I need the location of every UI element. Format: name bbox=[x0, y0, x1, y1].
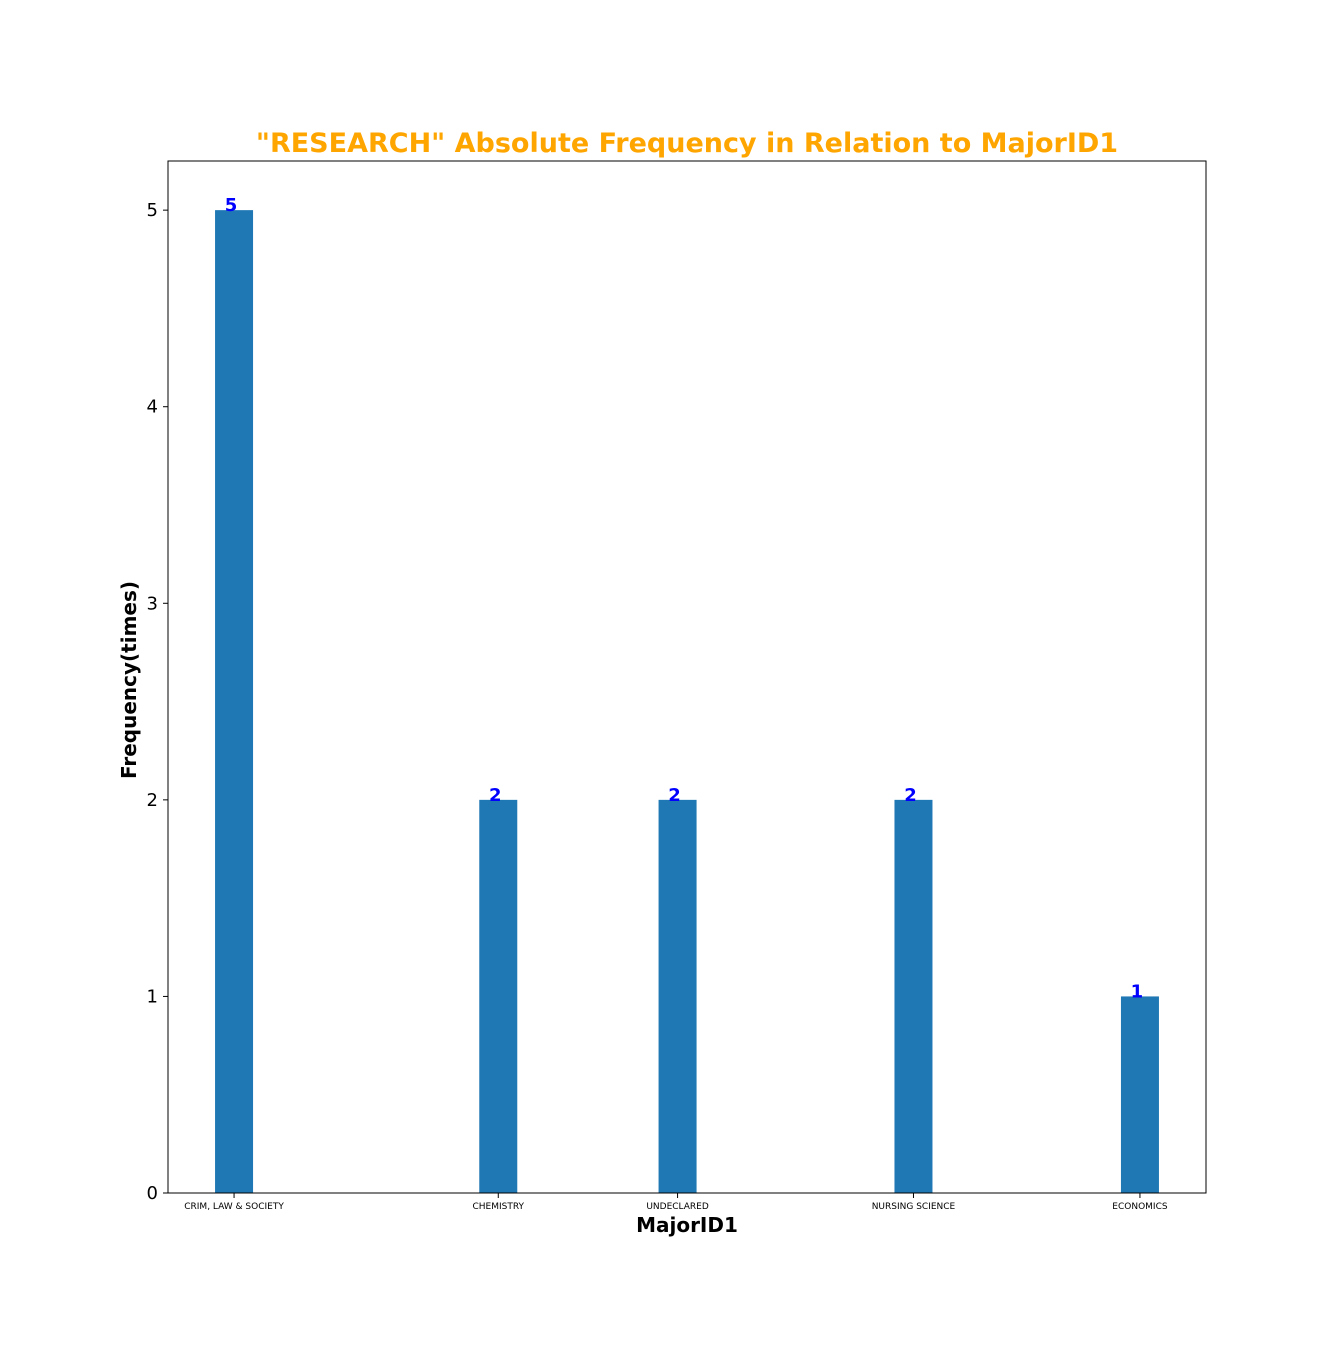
data-label: 5 bbox=[225, 195, 238, 216]
plot-area-frame bbox=[167, 160, 1207, 1194]
x-tick-label: ECONOMICS bbox=[1112, 1202, 1168, 1212]
x-tick-label: UNDECLARED bbox=[646, 1202, 709, 1212]
x-tick-label: NURSING SCIENCE bbox=[872, 1202, 956, 1212]
x-axis-label: MajorID1 bbox=[636, 1213, 738, 1237]
y-axis: 0 1 2 3 4 5 bbox=[147, 200, 168, 1204]
y-axis-label: Frequency(times) bbox=[117, 581, 141, 779]
x-tick-label: CHEMISTRY bbox=[472, 1202, 524, 1212]
bar bbox=[215, 210, 254, 1194]
data-label: 2 bbox=[904, 785, 917, 806]
data-label: 2 bbox=[668, 785, 681, 806]
bar bbox=[479, 799, 518, 1193]
data-labels: 5 2 2 2 1 bbox=[225, 195, 1143, 1002]
bars bbox=[215, 210, 1159, 1194]
data-label: 2 bbox=[489, 785, 502, 806]
y-tick-label: 5 bbox=[147, 200, 158, 221]
y-tick-label: 2 bbox=[147, 790, 158, 811]
data-label: 1 bbox=[1131, 981, 1144, 1002]
y-tick-label: 1 bbox=[147, 986, 158, 1007]
y-tick-label: 4 bbox=[147, 397, 158, 418]
x-tick-label: CRIM, LAW & SOCIETY bbox=[184, 1202, 284, 1212]
bar bbox=[1120, 996, 1159, 1193]
y-tick-label: 3 bbox=[147, 593, 158, 614]
bar bbox=[894, 799, 933, 1193]
y-tick-label: 0 bbox=[147, 1183, 158, 1204]
x-axis: CRIM, LAW & SOCIETY CHEMISTRY UNDECLARED NU… bbox=[184, 1193, 1168, 1212]
bar bbox=[658, 799, 697, 1193]
chart-title: "RESEARCH" Absolute Frequency in Relatio… bbox=[256, 128, 1118, 159]
